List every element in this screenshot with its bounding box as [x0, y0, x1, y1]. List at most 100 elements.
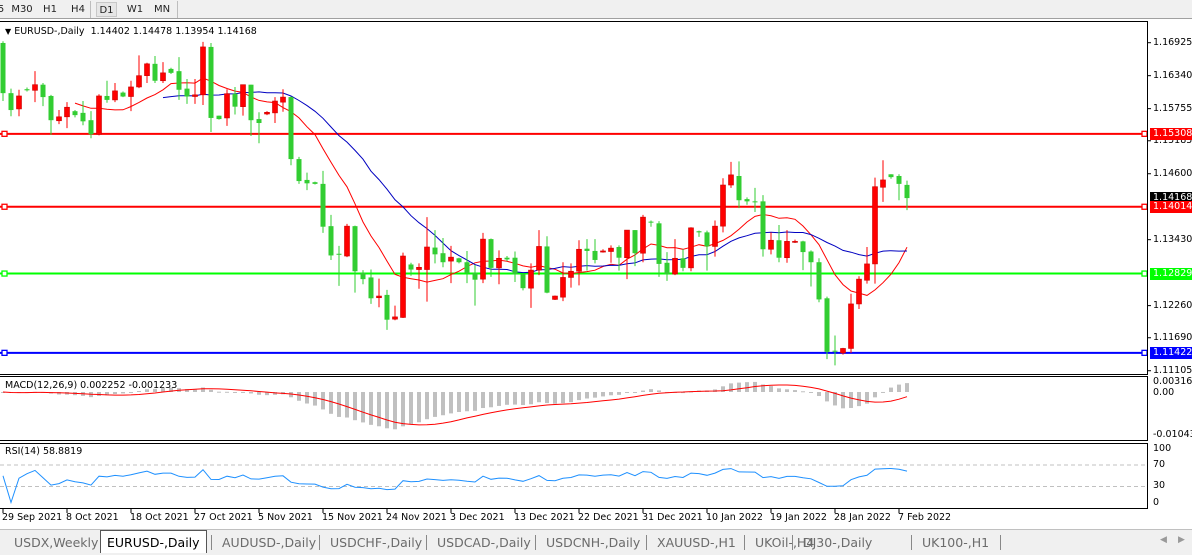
candle-body: [544, 246, 550, 293]
timeframe-5[interactable]: 5: [0, 4, 5, 15]
macd-histogram-bar: [521, 392, 525, 406]
candle-body: [640, 216, 646, 254]
candle-body: [600, 250, 606, 253]
macd-histogram-bar: [265, 392, 269, 396]
macd-histogram-bar: [593, 392, 597, 398]
macd-histogram-bar: [737, 382, 741, 392]
candle-body: [8, 93, 14, 111]
chart-tab-uk100-h1[interactable]: UK100-,H1: [922, 535, 990, 550]
macd-histogram-bar: [273, 392, 277, 395]
level-price-label: 1.14014: [1150, 200, 1192, 213]
macd-tick-label: 0.003165: [1153, 376, 1192, 387]
candle-body: [664, 262, 670, 275]
candle-body: [112, 90, 118, 101]
candle-body: [128, 86, 134, 97]
level-anchor-handle: [1, 130, 8, 137]
macd-histogram-bar: [609, 392, 613, 396]
candle-body: [776, 240, 782, 258]
macd-pane[interactable]: [0, 376, 1148, 441]
candle-body: [536, 246, 542, 271]
macd-histogram-bar: [761, 384, 765, 392]
candle-body: [440, 253, 446, 263]
macd-histogram-bar: [529, 392, 533, 405]
macd-histogram-bar: [841, 392, 845, 409]
chart-tab-usdx-weekly[interactable]: USDX,Weekly: [14, 535, 99, 550]
macd-histogram-bar: [161, 388, 165, 392]
macd-histogram-bar: [433, 392, 437, 417]
tab-separator: [792, 535, 793, 550]
candle-body: [744, 199, 750, 202]
chart-tab-usdcnh-daily[interactable]: USDCNH-,Daily: [546, 535, 641, 550]
date-tick-label: 7 Feb 2022: [898, 512, 952, 523]
candle-body: [472, 272, 478, 280]
tab-separator: [1000, 535, 1001, 550]
timeframe-h1[interactable]: H1: [43, 4, 57, 15]
candle-body: [560, 277, 566, 298]
candle-body: [616, 247, 622, 258]
chart-tab-usdchf-daily[interactable]: USDCHF-,Daily: [330, 535, 423, 550]
chart-tab-xauusd-h1[interactable]: XAUUSD-,H1: [657, 535, 736, 550]
candle-body: [208, 46, 214, 118]
macd-histogram-bar: [329, 392, 333, 414]
candle-body: [888, 174, 894, 178]
candle-body: [680, 258, 686, 268]
chart-tab-dj30-daily[interactable]: DJ30-,Daily: [803, 535, 873, 550]
candle-body: [232, 93, 238, 107]
main-price-pane[interactable]: [0, 21, 1148, 375]
macd-histogram-bar: [473, 392, 477, 411]
dropdown-triangle-icon[interactable]: ▼: [5, 27, 12, 36]
chart-title: ▼ EURUSD-,Daily 1.14402 1.14478 1.13954 …: [5, 26, 257, 37]
macd-histogram-bar: [817, 392, 821, 397]
price-tick-label: 1.15185: [1153, 134, 1192, 146]
candle-body: [720, 184, 726, 227]
macd-histogram-bar: [425, 392, 429, 420]
candle-body: [696, 231, 702, 233]
rsi-pane[interactable]: [0, 443, 1148, 509]
candle-body: [120, 92, 126, 97]
macd-histogram-bar: [129, 392, 133, 393]
candle-body: [824, 298, 830, 352]
rsi-title: RSI(14) 58.8819: [5, 446, 83, 457]
timeframe-w1[interactable]: W1: [126, 4, 144, 15]
scroll-left-icon[interactable]: ◀: [1160, 535, 1167, 545]
candle-body: [464, 262, 470, 273]
date-tick-label: 15 Nov 2021: [322, 512, 383, 523]
timeframe-d1[interactable]: D1: [96, 2, 117, 17]
macd-histogram-bar: [345, 392, 349, 418]
date-tick-label: 27 Oct 2021: [194, 512, 253, 523]
macd-histogram-bar: [633, 392, 637, 393]
candle-body: [688, 227, 694, 269]
macd-histogram-bar: [577, 392, 581, 401]
chart-tab-ukoil-h4[interactable]: UKOil-,H4: [755, 535, 815, 550]
chart-tab-eurusd-daily[interactable]: EURUSD-,Daily: [100, 530, 207, 553]
candle-body: [192, 94, 198, 97]
chart-tab-audusd-daily[interactable]: AUDUSD-,Daily: [222, 535, 317, 550]
price-tick-label: 1.16340: [1153, 69, 1192, 81]
candle-body: [88, 120, 94, 135]
chart-canvas[interactable]: [0, 0, 1192, 530]
candle-body: [304, 179, 310, 184]
macd-histogram-bar: [313, 392, 317, 406]
macd-histogram-bar: [305, 392, 309, 404]
timeframe-h4[interactable]: H4: [71, 4, 85, 15]
macd-histogram-bar: [681, 392, 685, 394]
macd-histogram-bar: [889, 387, 893, 392]
macd-histogram-bar: [137, 390, 141, 392]
macd-histogram-bar: [393, 392, 397, 430]
macd-histogram-bar: [905, 383, 909, 392]
macd-histogram-bar: [849, 392, 853, 408]
candle-body: [424, 246, 430, 270]
timeframe-mn[interactable]: MN: [153, 4, 171, 15]
scroll-right-icon[interactable]: ▶: [1178, 535, 1185, 545]
chart-tab-usdcad-daily[interactable]: USDCAD-,Daily: [437, 535, 531, 550]
macd-histogram-bar: [545, 392, 549, 404]
candle-body: [792, 241, 798, 243]
ma-slow-line: [162, 91, 908, 274]
macd-signal-line: [2, 384, 908, 426]
candle-body: [784, 241, 790, 259]
price-tick-label: 1.15755: [1153, 102, 1192, 114]
timeframe-m30[interactable]: M30: [11, 4, 33, 15]
candle-body: [288, 97, 294, 160]
macd-histogram-bar: [569, 392, 573, 403]
macd-histogram-bar: [833, 392, 837, 406]
